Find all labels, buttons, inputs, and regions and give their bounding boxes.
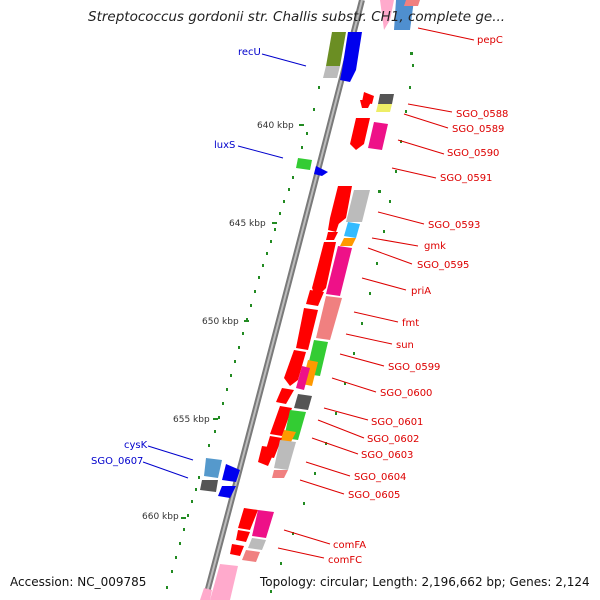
leader-lines: [142, 27, 475, 559]
gene-label[interactable]: luxS: [214, 140, 235, 151]
gene-label[interactable]: sun: [396, 340, 414, 351]
gene-label[interactable]: comFC: [328, 555, 362, 566]
gene-label[interactable]: SGO_0588: [456, 109, 508, 120]
kbp-label: 645 kbp: [229, 219, 266, 229]
gene-label[interactable]: comFA: [333, 540, 366, 551]
reverse-genes: [200, 0, 420, 600]
gene-label[interactable]: cysK: [124, 440, 148, 451]
forward-gene-labels: recU luxS cysK SGO_0607: [91, 47, 261, 467]
gene-label[interactable]: gmk: [424, 241, 446, 252]
gene-label[interactable]: SGO_0601: [371, 417, 423, 428]
reverse-gene-labels: pepC SGO_0588 SGO_0589 SGO_0590 SGO_0591…: [328, 35, 508, 566]
inner-dot-track: [166, 86, 320, 589]
genome-summary-text: Topology: circular; Length: 2,196,662 bp…: [260, 575, 590, 589]
gene-label[interactable]: SGO_0595: [417, 260, 469, 271]
gene-label[interactable]: SGO_0589: [452, 124, 504, 135]
gene-label[interactable]: SGO_0603: [361, 450, 413, 461]
gene-label[interactable]: SGO_0599: [388, 362, 440, 373]
kbp-label: 640 kbp: [257, 121, 294, 131]
gene-recU-upper: [326, 32, 346, 66]
kbp-labels: 640 kbp 645 kbp 650 kbp 655 kbp 660 kbp: [142, 121, 294, 522]
gene-label[interactable]: SGO_0605: [348, 490, 400, 501]
gene-SGO-0607: [200, 480, 218, 492]
forward-genes: [200, 32, 362, 498]
gene-label[interactable]: SGO_0602: [367, 434, 419, 445]
gene-cysK: [204, 458, 222, 478]
gene-luxS: [296, 158, 312, 170]
gene-label[interactable]: SGO_0607: [91, 456, 143, 467]
accession-text: Accession: NC_009785: [10, 575, 147, 589]
kbp-label: 655 kbp: [173, 415, 210, 425]
kbp-label: 650 kbp: [202, 317, 239, 327]
gene-recU-blue: [342, 32, 362, 70]
kbp-label: 660 kbp: [142, 512, 179, 522]
map-title: Streptococcus gordonii str. Challis subs…: [88, 9, 506, 25]
kbp-ticks: [181, 52, 413, 519]
gene-label[interactable]: fmt: [402, 318, 419, 329]
gene-label[interactable]: pepC: [477, 35, 503, 46]
gene-label[interactable]: recU: [238, 47, 261, 58]
genome-backbone: [202, 0, 365, 600]
gene-label[interactable]: SGO_0604: [354, 472, 406, 483]
outer-dot-track: [270, 64, 414, 593]
gene-label[interactable]: SGO_0593: [428, 220, 480, 231]
gene-label[interactable]: SGO_0590: [447, 148, 499, 159]
gene-label[interactable]: SGO_0600: [380, 388, 432, 399]
gene-label[interactable]: priA: [411, 286, 431, 297]
gene-label[interactable]: SGO_0591: [440, 173, 492, 184]
